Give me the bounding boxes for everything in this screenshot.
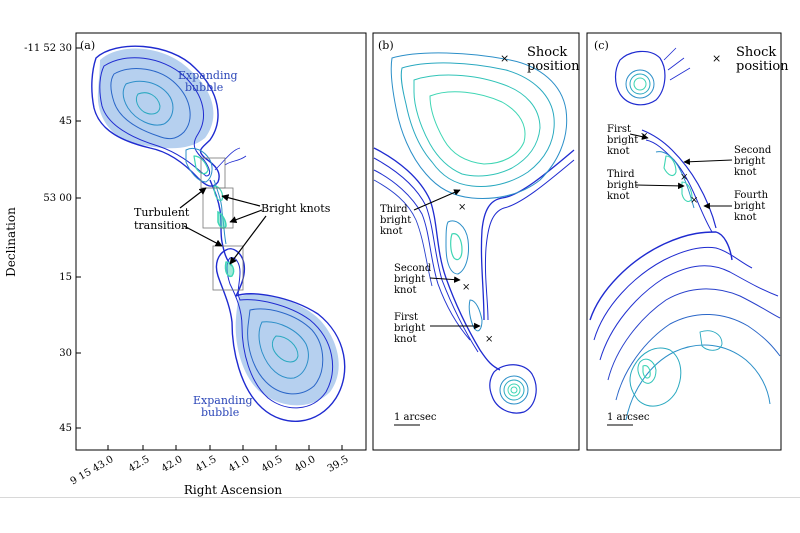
y-tick-label: 15 (59, 272, 72, 283)
expanding-bubble-bottom-line1: Expanding (193, 394, 253, 407)
turbulent-arrow-2 (183, 225, 223, 247)
scale-bar-label: 1 arcsec (607, 412, 650, 423)
shock-marker: × (458, 202, 466, 213)
panel-b-contours (373, 52, 575, 414)
knot-arrow (683, 158, 733, 166)
knot-label: Third (380, 204, 408, 215)
x-axis-label: Right Ascension (184, 483, 283, 497)
knot-label: Second (394, 263, 432, 274)
panel-a-label: (a) (80, 39, 95, 52)
y-tick-label: 45 (59, 423, 72, 434)
panel-b: (b) × × × × Shock (372, 32, 580, 451)
knot-label: knot (380, 226, 403, 237)
shock-marker: × (462, 282, 470, 293)
knot-label: knot (734, 167, 757, 178)
knot-arrow (635, 182, 685, 190)
y-tick-label: 30 (59, 348, 72, 359)
y-tick-label: -11 52 30 (24, 43, 72, 54)
y-axis: -11 52 30 45 53 00 15 30 45 (24, 43, 81, 434)
knot-label: Second (734, 145, 772, 156)
knot-label: bright (380, 215, 411, 226)
panel-b-label: (b) (378, 39, 394, 52)
knot-label: bright (734, 156, 765, 167)
y-tick-label: 45 (59, 116, 72, 127)
legend-marker: × (712, 52, 721, 65)
zoom-box-b1 (202, 187, 234, 229)
bottom-bubble-fill (235, 294, 339, 406)
bright-knots-arrow-2 (229, 209, 263, 224)
legend-label-line1: Shock (527, 45, 567, 60)
knot-label: knot (394, 334, 417, 345)
panel-b-frame (372, 32, 580, 451)
shock-marker: × (690, 195, 698, 206)
y-tick-label: 53 00 (43, 193, 72, 204)
knot-label: bright (394, 323, 425, 334)
bright-knots-arrow-3 (229, 215, 267, 265)
x-tick-label: 41.5 (194, 454, 219, 475)
knot-label: Third (607, 169, 635, 180)
panel-a: (a) (4, 32, 367, 497)
shock-marker: × (680, 172, 688, 183)
scale-bar-label: 1 arcsec (394, 412, 437, 423)
legend-label-line1: Shock (736, 45, 776, 60)
x-tick-label: 39.5 (326, 454, 351, 475)
turbulent-arrow-1 (179, 187, 207, 209)
knot-label: bright (607, 135, 638, 146)
expanding-bubble-top-line1: Expanding (178, 69, 238, 82)
knot-arrow (629, 133, 649, 140)
knot-label: knot (607, 146, 630, 157)
panel-a-frame (75, 32, 367, 451)
knot-label: bright (607, 180, 638, 191)
shock-marker: × (485, 334, 493, 345)
expanding-bubble-top-line2: bubble (185, 81, 223, 94)
x-tick-label: 40.5 (260, 454, 285, 475)
panel-c-contours (589, 47, 781, 421)
zoom-box-b2 (212, 245, 244, 291)
top-bubble-fill (97, 48, 214, 149)
bright-knots-arrow-1 (221, 194, 261, 207)
turbulent-transition-line1: Turbulent (134, 206, 190, 219)
bright-knots-label: Bright knots (261, 202, 331, 215)
x-tick-label: 42.0 (160, 454, 185, 475)
x-tick-label: 9 15 43.0 (69, 454, 116, 487)
knot-arrow (413, 189, 461, 211)
knot-label: knot (394, 285, 417, 296)
knot-label: Fourth (734, 190, 769, 201)
panel-c-label: (c) (594, 39, 609, 52)
x-axis: 9 15 43.0 42.5 42.0 41.5 41.0 40.5 40.0 … (69, 445, 351, 487)
x-tick-label: 42.5 (127, 454, 152, 475)
knot-label: First (607, 124, 631, 135)
legend-marker: × (500, 52, 509, 65)
top-bubble-contours (91, 45, 247, 187)
knot-arrow (429, 276, 461, 283)
knot-label: knot (734, 212, 757, 223)
knot-label: bright (734, 201, 765, 212)
knot-label: knot (607, 191, 630, 202)
panel-c: (c) × × × (586, 32, 789, 451)
legend-label-line2: position (527, 59, 580, 74)
legend-label-line2: position (736, 59, 789, 74)
y-axis-label: Declination (4, 207, 18, 277)
x-tick-label: 40.0 (293, 454, 318, 475)
expanding-bubble-bottom-line2: bubble (201, 406, 239, 419)
page-divider (0, 497, 800, 498)
knot-label: First (394, 312, 418, 323)
turbulent-transition-line2: transition (134, 219, 188, 232)
x-tick-label: 41.0 (227, 454, 252, 475)
panel-c-frame (586, 32, 782, 451)
jet-contours (209, 179, 233, 267)
knot-label: bright (394, 274, 425, 285)
bottom-bubble-contours (215, 248, 346, 422)
